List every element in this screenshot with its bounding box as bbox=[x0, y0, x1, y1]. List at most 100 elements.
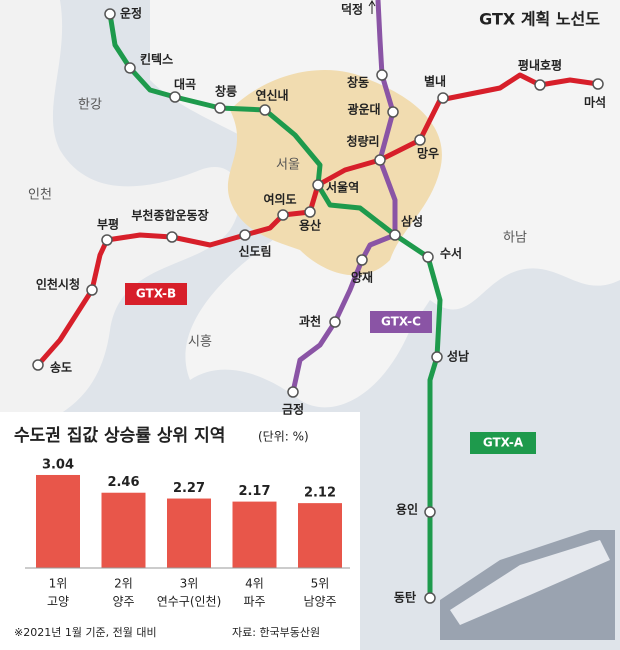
line-tag: GTX-A bbox=[483, 436, 524, 450]
station-label: 송도 bbox=[50, 361, 72, 375]
station-label: 서울역 bbox=[326, 180, 359, 195]
station-label: 부평 bbox=[97, 218, 119, 232]
station-dot bbox=[534, 79, 546, 91]
station-dot bbox=[214, 102, 226, 114]
station-dot bbox=[592, 78, 604, 90]
region-label: 한강 bbox=[78, 98, 102, 113]
station-label: 창동 bbox=[347, 75, 369, 90]
line-tag: GTX-C bbox=[381, 315, 421, 329]
category-label: 고양 bbox=[47, 595, 69, 609]
region-label: 하남 bbox=[503, 231, 527, 246]
rank-label: 5위 bbox=[311, 577, 330, 591]
station-dot bbox=[169, 91, 181, 103]
bar bbox=[232, 501, 277, 568]
station-label: 덕정 bbox=[341, 2, 363, 17]
station-dot bbox=[329, 316, 341, 328]
station-dot bbox=[124, 62, 136, 74]
station-label: 과천 bbox=[299, 314, 321, 329]
station-label: 용산 bbox=[299, 218, 321, 233]
line-tag-box bbox=[470, 432, 536, 454]
category-label: 양주 bbox=[112, 595, 134, 609]
map-title: GTX 계획 노선도 bbox=[479, 10, 600, 29]
station-dot bbox=[277, 209, 289, 221]
station-dot bbox=[304, 206, 316, 218]
station-dot bbox=[414, 134, 426, 146]
station-dot bbox=[422, 251, 434, 263]
region-label: 서울 bbox=[276, 158, 300, 173]
station-dot bbox=[356, 254, 368, 266]
route-line bbox=[36, 72, 599, 367]
category-label: 남양주 bbox=[303, 595, 336, 609]
station-dot bbox=[387, 106, 399, 118]
rank-label: 2위 bbox=[114, 577, 133, 591]
station-dot bbox=[374, 154, 386, 166]
station-dot bbox=[389, 229, 401, 241]
value-label: 2.27 bbox=[173, 481, 205, 496]
station-label: 삼성 bbox=[401, 214, 423, 229]
station-dot bbox=[86, 284, 98, 296]
station-dot bbox=[101, 234, 113, 246]
station-label: 금정 bbox=[282, 402, 304, 417]
station-label: 동탄 bbox=[394, 590, 416, 605]
train-illustration bbox=[450, 540, 610, 625]
note: ※2021년 1월 기준, 전월 대비 bbox=[14, 626, 157, 639]
station-dot bbox=[104, 8, 116, 20]
station-label: 성남 bbox=[447, 349, 469, 364]
station-label: 여의도 bbox=[263, 192, 296, 207]
station-dot bbox=[32, 359, 44, 371]
station-label: 수서 bbox=[440, 246, 462, 261]
chart-title: 수도권 집값 상승률 상위 지역 bbox=[14, 426, 225, 446]
route-line bbox=[290, 0, 398, 393]
station-dot bbox=[166, 231, 178, 243]
bar bbox=[36, 474, 80, 568]
arrow bbox=[368, 0, 376, 14]
chart-unit: (단위: %) bbox=[258, 430, 309, 444]
station-dot bbox=[424, 592, 436, 604]
station-label: 망우 bbox=[417, 147, 439, 161]
rank-label: 4위 bbox=[245, 577, 264, 591]
station-dot bbox=[424, 506, 436, 518]
station-label: 연신내 bbox=[255, 88, 288, 103]
bar bbox=[167, 498, 211, 568]
station-label: 청량리 bbox=[346, 134, 379, 149]
station-label: 창릉 bbox=[215, 84, 237, 99]
value-label: 2.46 bbox=[107, 475, 139, 490]
category-label: 파주 bbox=[243, 595, 265, 609]
station-label: 킨텍스 bbox=[140, 52, 173, 67]
value-label: 2.12 bbox=[304, 486, 336, 501]
station-dot bbox=[287, 386, 299, 398]
station-dot bbox=[437, 92, 449, 104]
rank-label: 3위 bbox=[180, 577, 199, 591]
category-label: 연수구(인천) bbox=[157, 594, 222, 609]
station-label: 광운대 bbox=[347, 102, 380, 117]
station-dot bbox=[312, 179, 324, 191]
station-label: 별내 bbox=[424, 74, 446, 89]
station-label: 신도림 bbox=[238, 244, 271, 259]
station-label: 마석 bbox=[584, 95, 606, 110]
station-label: 평내호평 bbox=[518, 58, 562, 73]
line-tag-box bbox=[370, 311, 432, 333]
bar bbox=[101, 492, 146, 568]
station-label: 대곡 bbox=[174, 78, 196, 92]
station-label: 부천종합운동장 bbox=[131, 208, 208, 223]
station-dot bbox=[259, 104, 271, 116]
station-label: 용인 bbox=[396, 502, 418, 517]
station-dot bbox=[376, 69, 388, 81]
source: 자료: 한국부동산원 bbox=[232, 626, 320, 639]
region-label: 인천 bbox=[28, 188, 52, 203]
line-tag-box bbox=[125, 283, 187, 305]
bar bbox=[298, 503, 342, 568]
station-label: 인천시청 bbox=[36, 277, 80, 292]
station-dot bbox=[239, 229, 251, 241]
rank-label: 1위 bbox=[49, 577, 68, 591]
value-label: 2.17 bbox=[238, 484, 270, 499]
region-label: 시흥 bbox=[188, 335, 212, 350]
station-label: 운정 bbox=[120, 6, 142, 21]
line-tag: GTX-B bbox=[136, 287, 176, 301]
value-label: 3.04 bbox=[42, 457, 74, 472]
station-label: 양재 bbox=[351, 270, 373, 285]
land bbox=[0, 0, 240, 440]
route-line bbox=[107, 13, 443, 598]
station-dot bbox=[431, 351, 443, 363]
